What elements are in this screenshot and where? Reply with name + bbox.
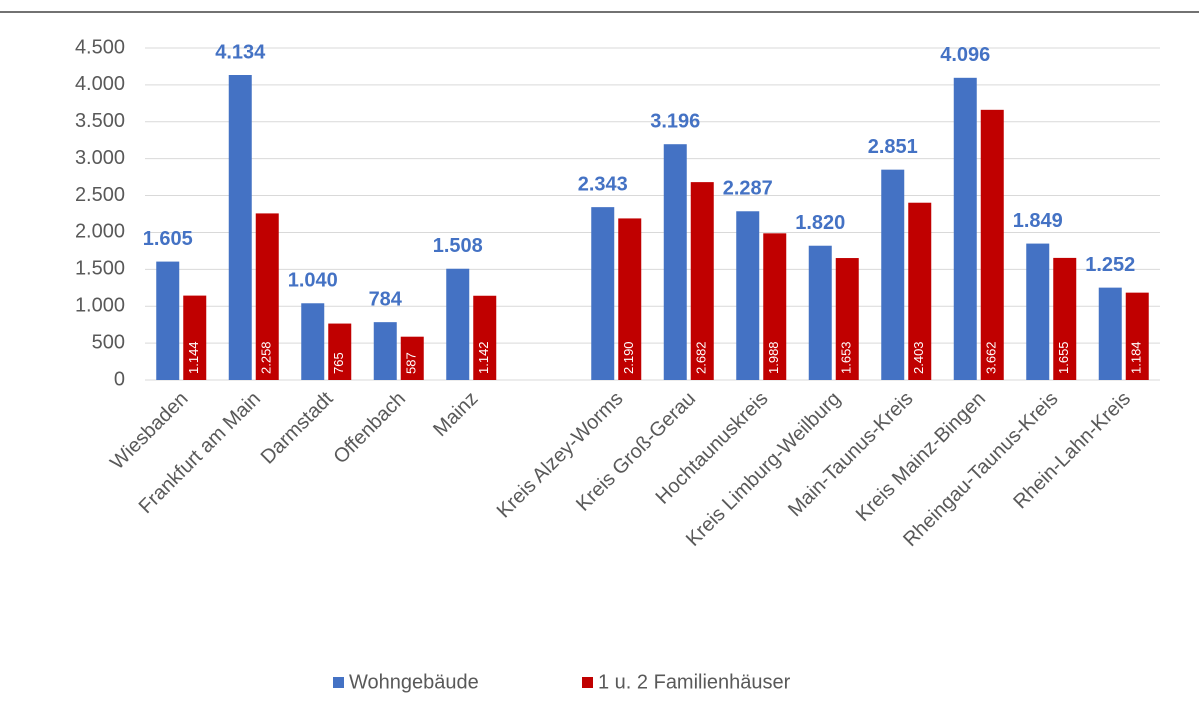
x-tick-label: Kreis Alzey-Worms (493, 388, 628, 523)
bar (373, 322, 397, 380)
y-tick-label: 500 (92, 331, 125, 353)
bar (808, 245, 832, 380)
bar (328, 323, 352, 380)
data-label: 1.849 (1013, 210, 1063, 232)
data-label: 3.196 (650, 110, 700, 132)
bar (228, 75, 252, 380)
bar (183, 295, 207, 380)
legend-swatch (333, 677, 344, 688)
data-label: 1.653 (839, 341, 854, 374)
data-label: 765 (331, 352, 346, 374)
legend-label: Wohngebäude (349, 671, 479, 693)
bar (255, 213, 279, 380)
bar (400, 336, 424, 380)
bar (446, 268, 470, 380)
y-tick-label: 4.000 (75, 73, 125, 95)
y-tick-label: 1.500 (75, 258, 125, 280)
bar (953, 77, 977, 381)
data-label: 784 (369, 288, 403, 310)
bar (663, 144, 687, 380)
bar (1026, 243, 1050, 380)
data-label: 1.252 (1085, 254, 1135, 276)
bar (763, 233, 787, 380)
data-label: 3.662 (984, 341, 999, 374)
bar (473, 295, 497, 380)
bar (618, 218, 642, 380)
x-tick-label: Kreis Mainz-Bingen (852, 388, 990, 526)
data-label: 2.287 (723, 178, 773, 200)
bar (835, 258, 859, 380)
data-label: 1.144 (186, 341, 201, 374)
bar (736, 211, 760, 380)
x-tick-label: Main-Taunus-Kreis (784, 388, 917, 521)
bar (1125, 292, 1149, 380)
x-tick-label: Darmstadt (257, 387, 338, 468)
legend-label: 1 u. 2 Familienhäuser (598, 671, 791, 693)
y-tick-label: 1.000 (75, 295, 125, 317)
bar (591, 207, 615, 380)
bar (1098, 287, 1122, 380)
bar (156, 261, 180, 380)
y-tick-label: 3.000 (75, 147, 125, 169)
data-label: 2.851 (868, 136, 918, 158)
bar (301, 303, 325, 380)
bar (690, 182, 714, 380)
data-label: 1.508 (433, 235, 483, 257)
data-label: 1.142 (476, 341, 491, 374)
data-label: 1.040 (288, 270, 338, 292)
bar (881, 169, 905, 380)
x-tick-label: Offenbach (329, 388, 410, 469)
bar (908, 202, 932, 380)
y-tick-label: 2.000 (75, 221, 125, 243)
y-tick-label: 0 (114, 368, 125, 390)
data-label: 2.682 (694, 341, 709, 374)
bar (980, 109, 1004, 380)
data-label: 1.184 (1129, 341, 1144, 374)
x-tick-label: Mainz (429, 388, 482, 441)
data-label: 2.343 (578, 173, 628, 195)
data-label: 1.820 (795, 212, 845, 234)
x-tick-label: Frankfurt am Main (135, 388, 265, 518)
x-tick-label: Kreis Groß-Gerau (572, 388, 700, 516)
data-label: 1.655 (1056, 341, 1071, 374)
y-tick-label: 2.500 (75, 184, 125, 206)
data-label: 2.403 (911, 341, 926, 374)
y-tick-label: 4.500 (75, 36, 125, 58)
data-label: 4.134 (215, 41, 266, 63)
legend-swatch (582, 677, 593, 688)
data-label: 1.988 (766, 341, 781, 374)
data-label: 2.258 (259, 341, 274, 374)
data-label: 587 (404, 352, 419, 374)
data-label: 1.605 (143, 228, 193, 250)
bar (1053, 257, 1077, 380)
data-label: 4.096 (940, 44, 990, 66)
data-label: 2.190 (621, 341, 636, 374)
y-tick-label: 3.500 (75, 110, 125, 132)
